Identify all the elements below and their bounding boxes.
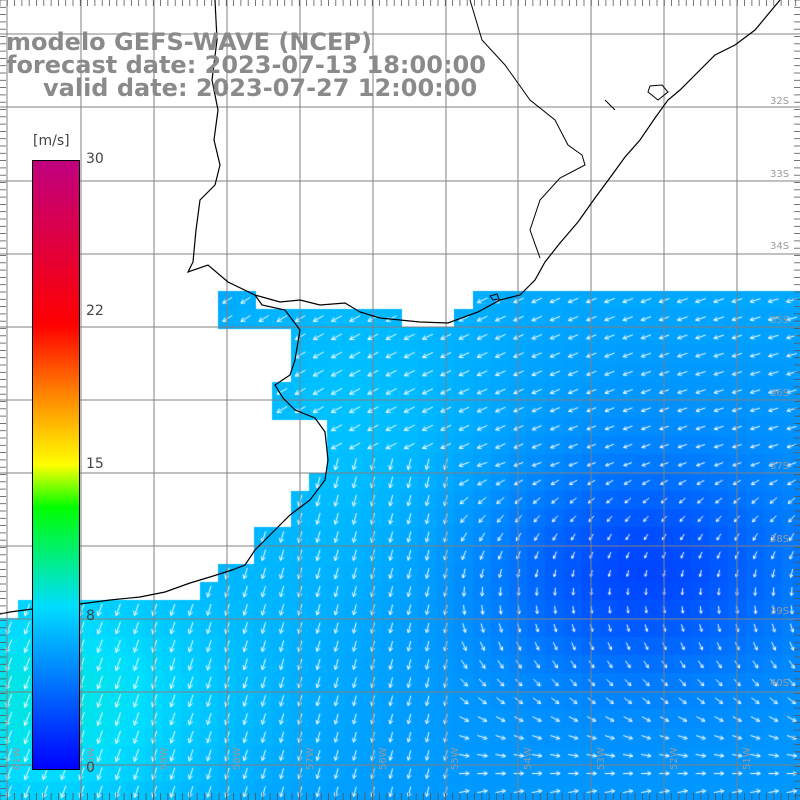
- lon-label: 61W: [12, 747, 23, 770]
- lat-label: 38S: [770, 534, 789, 545]
- argentina-coastline: [0, 294, 329, 615]
- latitude-labels: 32S 33S 34S 35S 36S 37S 38S 39S 40S: [770, 96, 789, 689]
- colorbar-tick: 30: [86, 151, 104, 167]
- colorbar-units: [m/s]: [33, 133, 70, 149]
- lon-label: 59W: [159, 747, 170, 770]
- lon-label: 54W: [523, 747, 534, 770]
- lat-label: 33S: [770, 169, 789, 180]
- lat-label: 37S: [770, 461, 789, 472]
- lon-label: 58W: [232, 747, 243, 770]
- lon-label: 53W: [596, 747, 607, 770]
- lat-label: 36S: [770, 388, 789, 399]
- lagoon-inner: [604, 84, 669, 111]
- lon-label: 55W: [450, 747, 461, 770]
- title-line-forecast-date: forecast date: 2023-07-13 18:00:00: [6, 51, 486, 79]
- lat-label: 40S: [770, 678, 789, 689]
- lon-label: 57W: [305, 747, 316, 770]
- title-line-valid-date: valid date: 2023-07-27 12:00:00: [43, 74, 478, 102]
- lon-label: 60W: [86, 747, 97, 770]
- colorbar: [32, 160, 80, 770]
- uruguay-coastline: [186, 0, 781, 324]
- lon-label: 51W: [742, 747, 753, 770]
- lon-label: 52W: [669, 747, 680, 770]
- title-line-model: modelo GEFS-WAVE (NCEP): [6, 28, 372, 56]
- colorbar-tick: 0: [86, 760, 95, 776]
- longitude-labels: 61W 60W 59W 58W 57W 56W 55W 54W 53W 52W …: [12, 747, 753, 770]
- island: [489, 293, 500, 301]
- colorbar-tick: 15: [86, 456, 104, 472]
- lat-label: 34S: [770, 241, 789, 252]
- colorbar-tick: 8: [86, 608, 95, 624]
- colorbar-tick: 22: [86, 303, 104, 319]
- lat-label: 32S: [770, 96, 789, 107]
- lat-label: 35S: [770, 315, 789, 326]
- laguna-coastline: [469, 0, 586, 259]
- lat-label: 39S: [770, 606, 789, 617]
- coastline: [0, 0, 781, 615]
- lon-label: 56W: [378, 747, 389, 770]
